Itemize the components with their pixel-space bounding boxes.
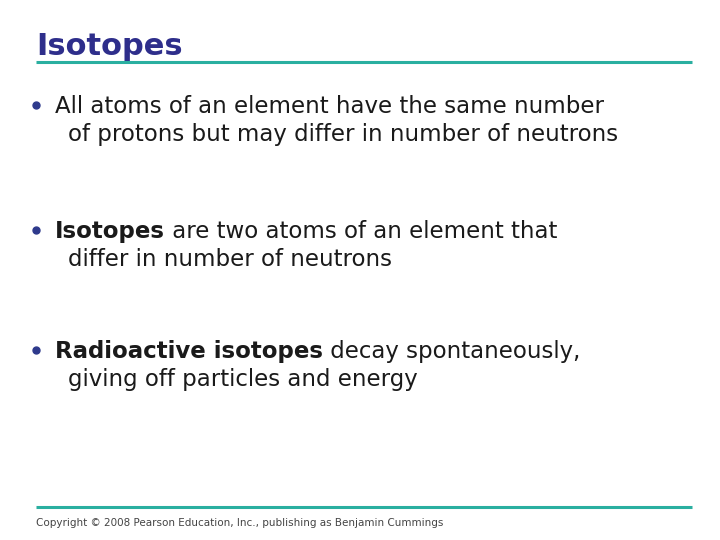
Text: differ in number of neutrons: differ in number of neutrons [68, 248, 392, 271]
Text: Copyright © 2008 Pearson Education, Inc., publishing as Benjamin Cummings: Copyright © 2008 Pearson Education, Inc.… [36, 518, 444, 528]
Text: giving off particles and energy: giving off particles and energy [68, 368, 418, 391]
Text: Isotopes: Isotopes [55, 220, 165, 243]
Text: decay spontaneously,: decay spontaneously, [323, 340, 580, 363]
Text: of protons but may differ in number of neutrons: of protons but may differ in number of n… [68, 123, 618, 146]
Text: All atoms of an element have the same number: All atoms of an element have the same nu… [55, 95, 604, 118]
Text: Radioactive isotopes: Radioactive isotopes [55, 340, 323, 363]
Text: are two atoms of an element that: are two atoms of an element that [165, 220, 557, 243]
Text: Isotopes: Isotopes [36, 32, 183, 61]
